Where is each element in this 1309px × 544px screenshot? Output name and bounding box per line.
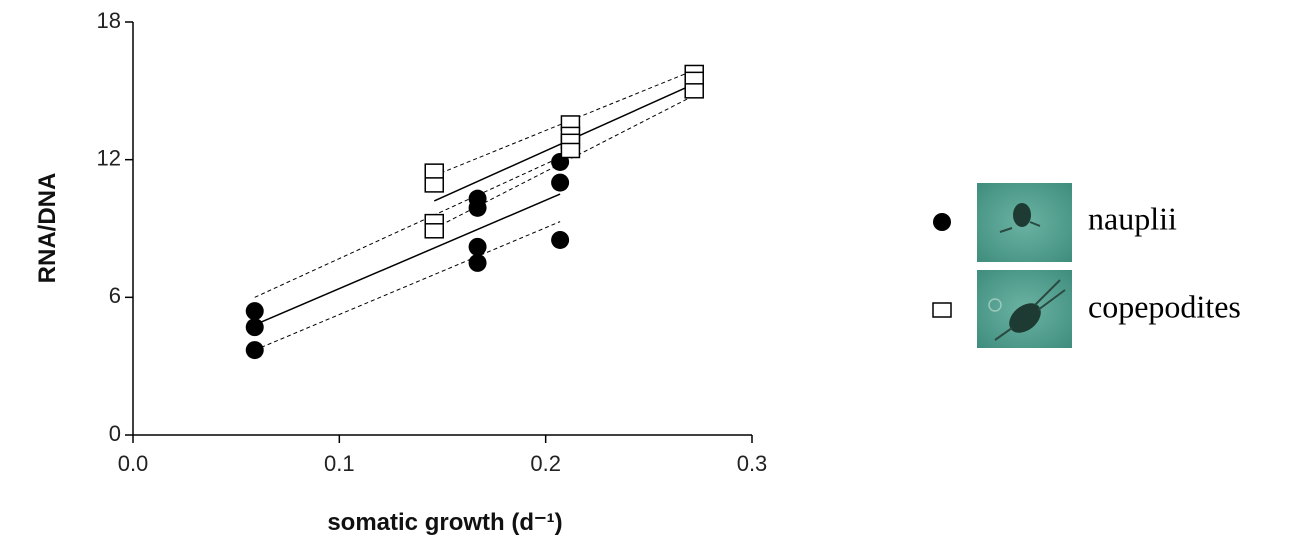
point [425, 164, 443, 178]
x-tick-label: 0.3 [737, 451, 768, 476]
fit-line [255, 157, 560, 297]
point [561, 143, 579, 157]
x-tick-label: 0.0 [118, 451, 149, 476]
y-tick-label: 0 [109, 421, 121, 446]
y-tick-label: 18 [97, 8, 121, 33]
point [469, 254, 487, 272]
y-tick-label: 12 [97, 145, 121, 170]
chart: somatic growth (d⁻¹) RNA/DNA 0.0 0.1 0.2 0.… [0, 0, 1309, 544]
legend-marker [933, 213, 951, 231]
x-tick-label: 0.2 [530, 451, 561, 476]
point [246, 318, 264, 336]
legend-marker [933, 303, 951, 317]
y-axis-label: RNA/DNA [34, 173, 61, 284]
nauplii-photo [977, 183, 1072, 262]
point [425, 224, 443, 238]
copepodites-photo [977, 270, 1072, 348]
point [551, 174, 569, 192]
y-tick-label: 6 [109, 283, 121, 308]
fit-line [255, 222, 560, 350]
point [469, 199, 487, 217]
x-axis-label: somatic growth (d⁻¹) [327, 509, 562, 536]
point [246, 341, 264, 359]
point [425, 178, 443, 192]
fit-line [255, 194, 560, 325]
point [469, 238, 487, 256]
x-tick-label: 0.1 [324, 451, 355, 476]
point [551, 231, 569, 249]
legend-label: copepodites [1088, 288, 1241, 324]
point [246, 302, 264, 320]
point [685, 84, 703, 98]
legend-label: nauplii [1088, 200, 1177, 236]
